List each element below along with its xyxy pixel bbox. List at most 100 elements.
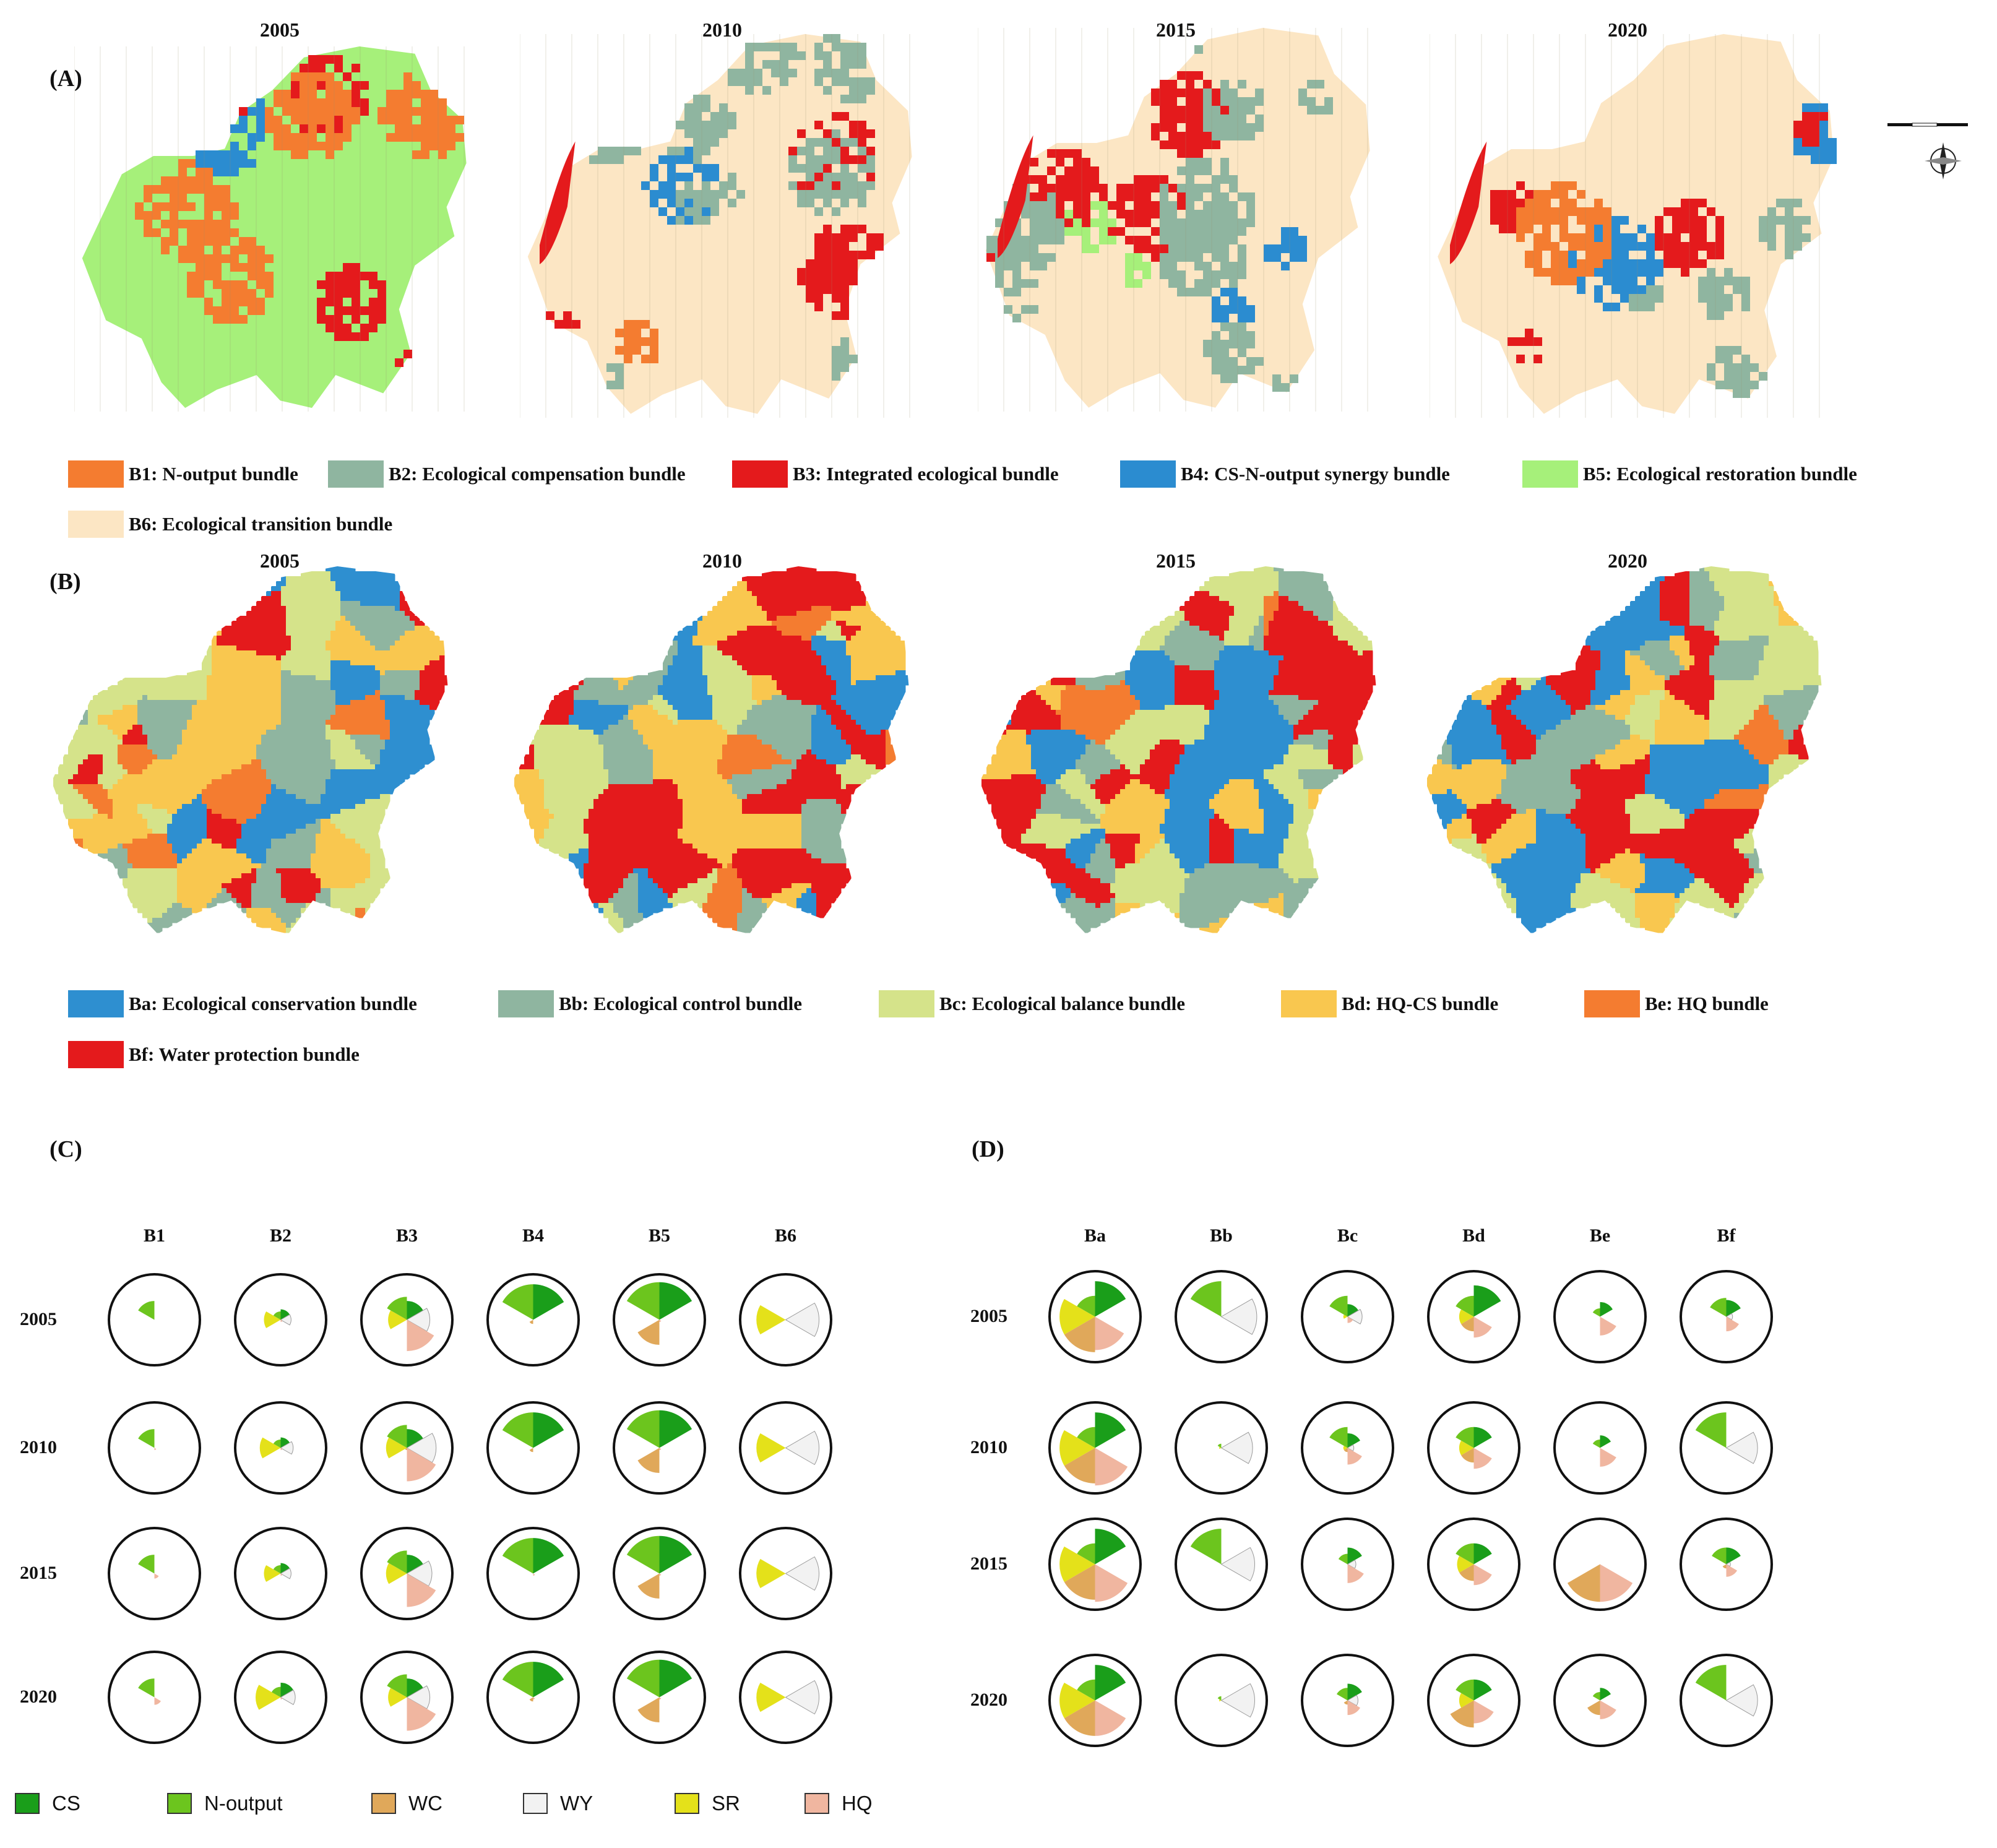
county-cell-bb xyxy=(390,685,395,691)
county-cell-bf xyxy=(88,764,93,770)
county-cell-bd xyxy=(132,715,138,720)
county-cell-bd xyxy=(321,834,326,839)
map-pixel-b4 xyxy=(222,159,230,168)
county-cell-bc xyxy=(83,814,88,819)
county-cell-bd xyxy=(236,690,242,696)
county-cell-bd xyxy=(132,774,138,780)
map-pixel-b2 xyxy=(1759,233,1767,242)
county-cell-bd xyxy=(222,700,227,706)
county-cell-bd xyxy=(335,631,341,636)
county-cell-bc xyxy=(63,779,69,785)
county-cell-ba xyxy=(400,779,405,785)
county-cell-bf xyxy=(425,670,430,676)
county-cell-bc xyxy=(157,819,163,824)
county-cell-ba xyxy=(415,705,420,710)
county-cell-ba xyxy=(182,809,188,814)
county-cell-bb xyxy=(152,715,158,720)
county-cell-bd xyxy=(147,829,153,834)
county-cell-ba xyxy=(251,853,257,859)
county-cell-bc xyxy=(113,685,118,691)
county-cell-bc xyxy=(93,745,98,750)
county-cell-bd xyxy=(207,680,212,686)
map-pixel-b4 xyxy=(1819,103,1828,112)
map-pixel-b3 xyxy=(317,315,326,324)
map-pixel-b3 xyxy=(1689,242,1698,251)
county-cell-bc xyxy=(132,675,138,681)
county-cell-bb xyxy=(291,685,296,691)
county-cell-bd xyxy=(192,749,197,755)
map-pixel-b2 xyxy=(589,155,598,164)
county-cell-bd xyxy=(212,690,217,696)
county-cell-ba xyxy=(246,834,252,839)
map-pixel-b3 xyxy=(840,225,849,233)
county-cell-bb xyxy=(167,740,173,745)
county-cell-ba xyxy=(335,804,341,810)
county-cell-bd xyxy=(113,814,118,819)
county-cell-bb xyxy=(360,611,366,616)
county-cell-bc xyxy=(291,631,296,636)
county-cell-bc xyxy=(355,809,361,814)
map-pixel-b1 xyxy=(187,220,196,228)
map-pixel-b2 xyxy=(1220,348,1229,357)
county-cell-bd xyxy=(231,675,237,681)
county-cell-bc xyxy=(98,745,103,750)
county-cell-bf xyxy=(266,650,272,656)
county-cell-ba xyxy=(340,566,346,572)
map-pixel-b3 xyxy=(377,289,386,298)
county-cell-bd xyxy=(231,720,237,725)
county-cell-bc xyxy=(118,764,123,770)
map-pixel-b4 xyxy=(684,199,693,207)
map-pixel-b2 xyxy=(806,190,814,199)
map-pixel-b1 xyxy=(1603,225,1611,233)
county-cell-bc xyxy=(286,655,291,661)
county-cell-bd xyxy=(207,715,212,720)
county-cell-bb xyxy=(296,829,301,834)
county-cell-bd xyxy=(212,759,217,765)
county-cell-bb xyxy=(271,759,277,765)
map-pixel-b2 xyxy=(1220,366,1229,374)
county-cell-bf xyxy=(98,759,103,765)
county-cell-bd xyxy=(147,769,153,775)
map-pixel-b4 xyxy=(650,173,658,181)
map-pixel-b2 xyxy=(606,147,615,155)
county-cell-be xyxy=(345,730,351,735)
county-cell-bc xyxy=(321,596,326,602)
county-cell-bc xyxy=(202,660,207,666)
county-cell-ba xyxy=(390,740,395,745)
map-pixel-b2 xyxy=(849,77,858,86)
county-cell-bc xyxy=(306,576,311,582)
county-cell-bf xyxy=(246,621,252,626)
county-cell-ba xyxy=(350,799,356,805)
county-cell-bd xyxy=(202,764,207,770)
county-cell-bc xyxy=(108,740,113,745)
map-pixel-b3 xyxy=(377,298,386,306)
county-cell-bd xyxy=(212,848,217,854)
county-cell-bc xyxy=(286,601,291,607)
county-cell-ba xyxy=(202,804,207,810)
county-cell-bd xyxy=(197,730,202,735)
county-cell-bb xyxy=(326,695,331,701)
county-cell-bb xyxy=(118,844,123,849)
map-pixel-b1 xyxy=(438,98,447,107)
map-pixel-b1 xyxy=(1525,199,1533,207)
county-cell-ba xyxy=(415,764,420,770)
map-pixel-b3 xyxy=(1499,207,1507,216)
map-pixel-b1 xyxy=(239,298,248,306)
county-cell-bc xyxy=(93,809,98,814)
county-cell-bb xyxy=(271,740,277,745)
county-cell-bc xyxy=(330,616,336,621)
county-cell-bc xyxy=(103,754,108,760)
map-pixel-b5 xyxy=(1082,244,1090,253)
map-pixel-b2 xyxy=(1038,262,1047,270)
county-cell-ba xyxy=(390,769,395,775)
map-pixel-b3 xyxy=(1186,149,1194,158)
county-cell-bd xyxy=(132,705,138,710)
county-cell-ba xyxy=(261,814,267,819)
county-cell-ba xyxy=(345,566,351,572)
county-cell-bf xyxy=(222,824,227,829)
county-cell-bd xyxy=(231,858,237,864)
county-cell-bc xyxy=(326,606,331,611)
map-pixel-b2 xyxy=(1715,355,1724,363)
county-cell-bd xyxy=(390,646,395,651)
map-pixel-b5 xyxy=(1073,218,1082,227)
